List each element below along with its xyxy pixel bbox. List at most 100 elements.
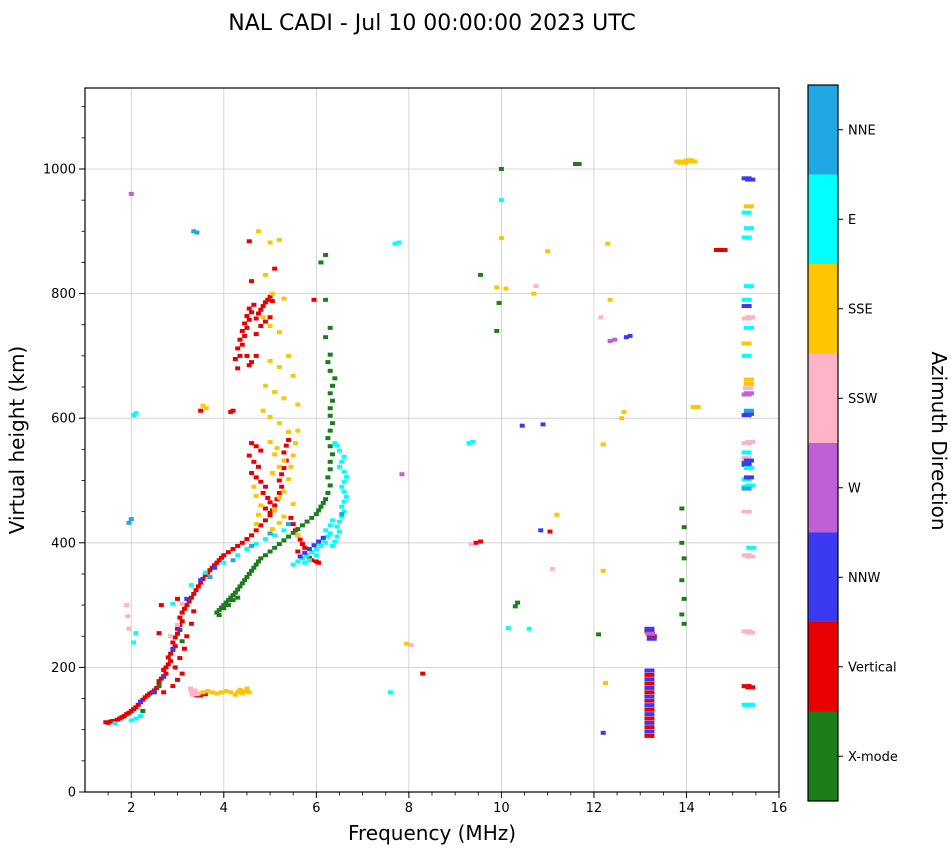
data-point-x-mode [281,538,287,543]
data-point-vertical [644,672,655,677]
data-point-sse [690,404,701,409]
data-point-e [281,528,287,533]
data-point-x-mode [221,606,227,611]
colorbar-segment-ssw [808,353,838,444]
data-point-x-mode [325,490,331,495]
data-point-vertical [239,342,245,347]
data-point-nne [286,522,292,527]
data-point-vertical [133,705,139,710]
scatter-marks-layer [103,158,757,738]
data-point-vertical [279,484,285,489]
data-point-sse [276,520,282,525]
data-point-nnw [311,543,317,548]
data-point-vertical [420,671,426,676]
data-point-vertical [316,560,322,565]
data-point-vertical [191,609,197,614]
data-point-vertical [246,306,252,311]
data-point-x-mode [496,300,502,305]
data-point-vertical [175,677,181,682]
data-point-e [743,325,754,330]
data-point-vertical [265,495,271,500]
data-point-ssw [168,634,174,639]
data-point-sse [276,238,282,243]
data-point-vertical [175,631,181,636]
data-point-vertical [644,725,655,730]
data-point-e [336,448,342,453]
data-point-sse [276,330,282,335]
data-point-sse [267,358,273,363]
data-point-e [505,626,511,631]
data-point-sse [295,402,301,407]
data-point-vertical [235,543,241,548]
x-tick-label: 6 [312,801,320,816]
data-point-e [128,718,134,723]
data-point-e [387,690,393,695]
data-point-vertical [258,323,264,328]
data-point-nne [339,512,345,517]
data-point-e [112,721,118,726]
data-point-x-mode [330,383,336,388]
data-point-vertical [302,545,308,550]
data-point-nnw [320,535,326,540]
data-point-x-mode [323,252,329,257]
data-point-e [466,441,472,446]
data-point-sse [743,204,754,209]
data-point-vertical [272,503,278,508]
data-point-sse [554,512,560,517]
colorbar-label: SSE [848,302,873,317]
data-point-vertical [230,547,236,552]
data-point-x-mode [225,603,231,608]
y-tick-label: 1000 [43,162,76,177]
data-point-vertical [170,640,176,645]
data-point-sse [605,241,611,246]
data-point-x-mode [295,527,301,532]
data-point-e [304,553,310,558]
data-point-vertical [158,603,164,608]
colorbar-title: Azimuth Direction [927,351,951,530]
data-point-nnw [745,177,756,182]
data-point-nne [743,408,754,413]
data-point-sse [274,446,280,451]
data-point-vertical [547,529,553,534]
data-point-vertical [172,644,178,649]
data-point-vertical [246,317,252,322]
data-point-vertical [262,484,268,489]
data-point-x-mode [223,600,229,605]
data-point-vertical [198,580,204,585]
data-point-nne [194,230,200,235]
data-point-ssw [745,439,756,444]
data-point-x-mode [494,328,500,333]
data-point-sse [687,159,698,164]
data-point-vertical [172,665,178,670]
data-point-sse [290,502,296,507]
data-point-vertical [251,459,257,464]
data-point-sse [288,464,294,469]
data-point-vertical [478,539,484,544]
data-point-e [235,553,241,558]
data-point-vertical [181,606,187,611]
data-point-vertical [286,438,292,442]
y-tick-label: 400 [51,536,76,551]
colorbar-layer: NNE E SSE SSW W NNW Vertical X-mode [807,84,898,802]
data-point-vertical [265,297,271,302]
data-point-nnw [306,547,312,552]
data-point-e [341,454,347,459]
data-point-x-mode [325,475,331,480]
colorbar-border [807,84,839,802]
data-point-w [612,337,618,342]
data-point-x-mode [214,610,220,615]
data-point-e [272,533,278,538]
data-point-e [743,466,754,471]
data-point-x-mode [325,436,331,441]
data-point-e [131,640,137,645]
data-point-nnw [198,578,204,583]
data-point-vertical [163,671,169,676]
colorbar-label: W [848,481,861,496]
data-point-vertical [717,247,728,252]
data-point-x-mode [323,297,329,302]
data-point-nnw [212,565,218,570]
data-point-sse [276,365,282,370]
data-point-vertical [179,619,185,624]
data-point-ssw [468,542,474,547]
data-point-vertical [235,366,241,371]
